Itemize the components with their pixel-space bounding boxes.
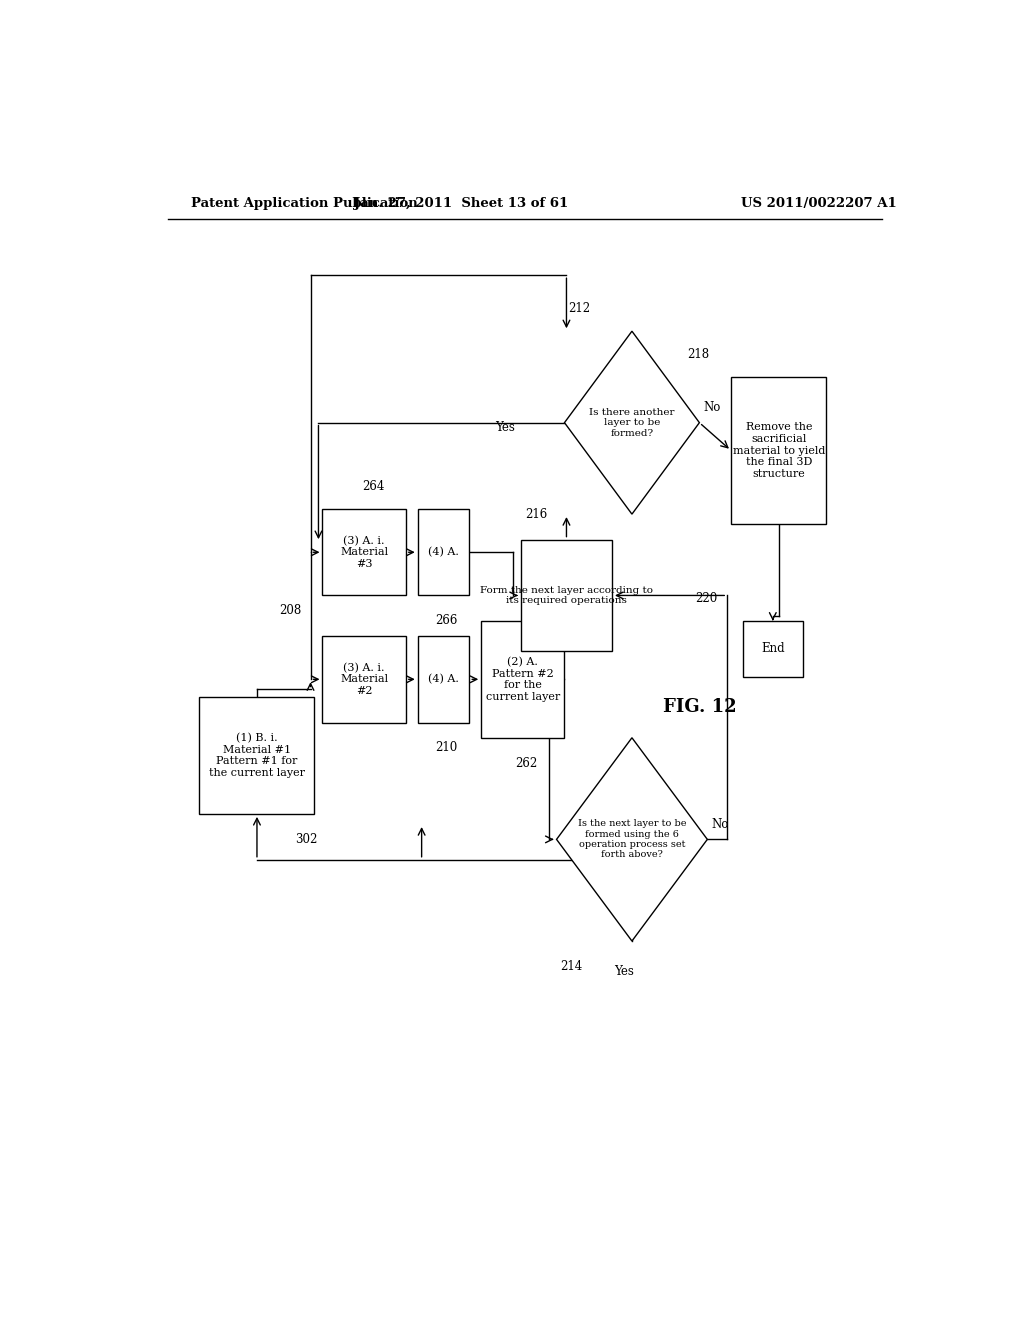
Text: 216: 216 <box>524 508 547 520</box>
Text: 302: 302 <box>295 833 317 846</box>
Polygon shape <box>557 738 708 941</box>
Text: Yes: Yes <box>495 421 515 434</box>
Text: Patent Application Publication: Patent Application Publication <box>191 197 418 210</box>
Text: 262: 262 <box>515 756 538 770</box>
Text: Jan. 27, 2011  Sheet 13 of 61: Jan. 27, 2011 Sheet 13 of 61 <box>354 197 568 210</box>
Text: 210: 210 <box>435 742 458 755</box>
Text: (4) A.: (4) A. <box>428 546 459 557</box>
Text: 264: 264 <box>362 480 384 494</box>
Text: 208: 208 <box>279 605 301 618</box>
Text: End: End <box>761 643 784 655</box>
FancyBboxPatch shape <box>200 697 314 814</box>
Text: (1) B. i.
Material #1
Pattern #1 for
the current layer: (1) B. i. Material #1 Pattern #1 for the… <box>209 733 305 777</box>
Text: 212: 212 <box>568 302 591 315</box>
Text: No: No <box>703 401 721 414</box>
Text: 220: 220 <box>695 591 718 605</box>
FancyBboxPatch shape <box>743 620 803 677</box>
Text: (3) A. i.
Material
#2: (3) A. i. Material #2 <box>340 663 388 696</box>
Text: (4) A.: (4) A. <box>428 675 459 685</box>
FancyBboxPatch shape <box>323 636 406 722</box>
Text: Remove the
sacrificial
material to yield
the final 3D
structure: Remove the sacrificial material to yield… <box>732 422 825 479</box>
FancyBboxPatch shape <box>731 378 826 524</box>
Polygon shape <box>564 331 699 515</box>
FancyBboxPatch shape <box>418 636 469 722</box>
FancyBboxPatch shape <box>481 620 564 738</box>
FancyBboxPatch shape <box>521 540 612 651</box>
Text: (2) A.
Pattern #2
for the
current layer: (2) A. Pattern #2 for the current layer <box>485 657 560 702</box>
Text: Form the next layer according to
its required operations: Form the next layer according to its req… <box>480 586 653 605</box>
Text: 214: 214 <box>560 960 583 973</box>
Text: 218: 218 <box>687 348 710 362</box>
Text: US 2011/0022207 A1: US 2011/0022207 A1 <box>740 197 896 210</box>
Text: FIG. 12: FIG. 12 <box>663 698 736 717</box>
Text: 266: 266 <box>435 614 458 627</box>
Text: (3) A. i.
Material
#3: (3) A. i. Material #3 <box>340 536 388 569</box>
Text: Is there another
layer to be
formed?: Is there another layer to be formed? <box>589 408 675 437</box>
FancyBboxPatch shape <box>323 510 406 595</box>
FancyBboxPatch shape <box>418 510 469 595</box>
Text: Yes: Yes <box>614 965 634 978</box>
Text: Is the next layer to be
formed using the 6
operation process set
forth above?: Is the next layer to be formed using the… <box>578 820 686 859</box>
Text: No: No <box>712 817 729 830</box>
